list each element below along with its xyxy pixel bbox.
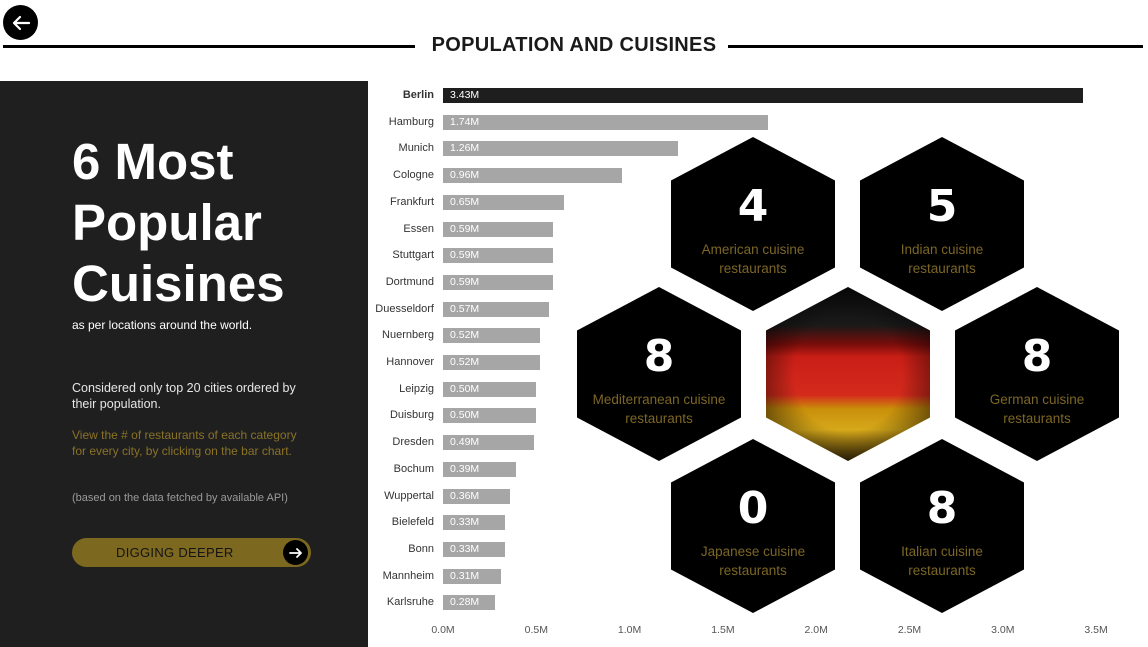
bar-value-label: 0.36M (450, 489, 480, 502)
bar-value-label: 0.59M (450, 275, 480, 288)
bar[interactable]: 0.28M (443, 595, 496, 611)
title-rule-left (3, 45, 415, 48)
city-label: Nuernberg (382, 329, 434, 342)
back-button[interactable] (3, 5, 38, 40)
bar[interactable]: 0.52M (443, 355, 541, 370)
bar-value-label: 0.39M (450, 462, 480, 475)
bar[interactable]: 0.96M (443, 168, 623, 184)
city-label: Dresden (392, 436, 434, 449)
bar[interactable]: 0.50M (443, 381, 537, 397)
bar-value-label: 0.50M (450, 382, 480, 395)
bar[interactable]: 0.59M (443, 248, 554, 264)
city-label: Duesseldorf (375, 302, 434, 315)
bar-value-label: 1.26M (450, 142, 480, 155)
city-label: Bochum (393, 462, 434, 475)
subtitle: as per locations around the world. (72, 318, 253, 332)
city-label: Bielefeld (391, 516, 434, 529)
digging-deeper-label: DIGGING DEEPER (116, 545, 234, 560)
city-label: Hamburg (388, 115, 434, 128)
bar[interactable]: 0.36M (443, 488, 511, 504)
instruction-hint: View the # of restaurants of each catego… (72, 428, 297, 458)
arrow-left-icon (12, 15, 30, 30)
bar-value-label: 0.33M (450, 516, 480, 529)
bar[interactable]: 0.59M (443, 274, 554, 290)
city-label: Leipzig (399, 382, 434, 395)
city-label: Hannover (386, 356, 434, 368)
bar-value-label: 1.74M (450, 115, 480, 128)
bar-value-label: 0.65M (450, 195, 480, 208)
city-label: Frankfurt (389, 195, 434, 208)
scope-note: Considered only top 20 cities ordered by… (72, 381, 296, 411)
page-title: POPULATION AND CUISINES (0, 34, 1148, 57)
bar[interactable]: 0.57M (443, 301, 550, 317)
bar-value-label: 3.43M (450, 89, 480, 101)
x-tick-label: 1.5M (711, 624, 735, 636)
city-label: Berlin (402, 89, 434, 101)
x-tick-label: 0.0M (431, 624, 455, 636)
city-label: Cologne (393, 169, 434, 182)
bar[interactable]: 1.26M (443, 141, 679, 157)
city-label: Dortmund (385, 275, 434, 288)
bar-value-label: 0.52M (450, 329, 480, 342)
bar[interactable]: 0.49M (443, 435, 535, 451)
x-tick-label: 1.0M (617, 624, 642, 636)
city-label: Essen (403, 222, 434, 235)
bar[interactable]: 0.52M (443, 328, 541, 344)
bar[interactable]: 3.43M (443, 88, 1084, 103)
arrow-right-icon (283, 540, 308, 565)
headline: 6 Most Popular Cuisines (72, 133, 285, 312)
bar[interactable]: 0.31M (443, 568, 501, 584)
city-label: Wuppertal (384, 489, 434, 502)
city-label: Karlsruhe (386, 596, 434, 609)
x-tick-label: 3.5M (1084, 624, 1108, 636)
title-rule-right (728, 45, 1143, 48)
city-label: Bonn (408, 542, 434, 555)
bar[interactable]: 0.39M (443, 461, 516, 477)
city-label: Stuttgart (392, 249, 434, 262)
x-tick-label: 3.0M (991, 624, 1015, 636)
bar-value-label: 0.33M (450, 542, 480, 555)
bar[interactable]: 0.59M (443, 221, 554, 237)
x-tick-label: 0.5M (524, 624, 548, 636)
bar-value-label: 0.57M (450, 302, 480, 315)
bar-value-label: 0.50M (450, 409, 480, 422)
bar-value-label: 0.28M (450, 596, 480, 609)
bar-value-label: 0.59M (450, 249, 480, 262)
bar[interactable]: 0.50M (443, 408, 537, 424)
bar[interactable]: 1.74M (443, 114, 768, 130)
bar-value-label: 0.96M (450, 169, 480, 182)
population-bar-chart: Berlin 3.43M Hamburg 1.74M Munich 1.26M Cologn… (370, 82, 1130, 647)
bar-value-label: 0.49M (450, 436, 480, 449)
info-panel: 6 Most Popular Cuisines as per locations… (0, 81, 368, 647)
bar-value-label: 0.52M (450, 356, 480, 368)
city-label: Duisburg (389, 409, 434, 422)
digging-deeper-button[interactable]: DIGGING DEEPER (72, 538, 311, 567)
city-label: Munich (398, 142, 434, 155)
bar-value-label: 0.31M (450, 569, 480, 582)
bar[interactable]: 0.33M (443, 541, 505, 557)
x-tick-label: 2.5M (897, 624, 922, 636)
bar-value-label: 0.59M (450, 222, 480, 235)
bar[interactable]: 0.33M (443, 515, 505, 531)
bar[interactable]: 0.65M (443, 194, 565, 210)
x-tick-label: 2.0M (804, 624, 828, 636)
city-label: Mannheim (382, 569, 434, 582)
source-note: (based on the data fetched by available … (72, 492, 288, 504)
page-title-text: POPULATION AND CUISINES (421, 34, 727, 56)
